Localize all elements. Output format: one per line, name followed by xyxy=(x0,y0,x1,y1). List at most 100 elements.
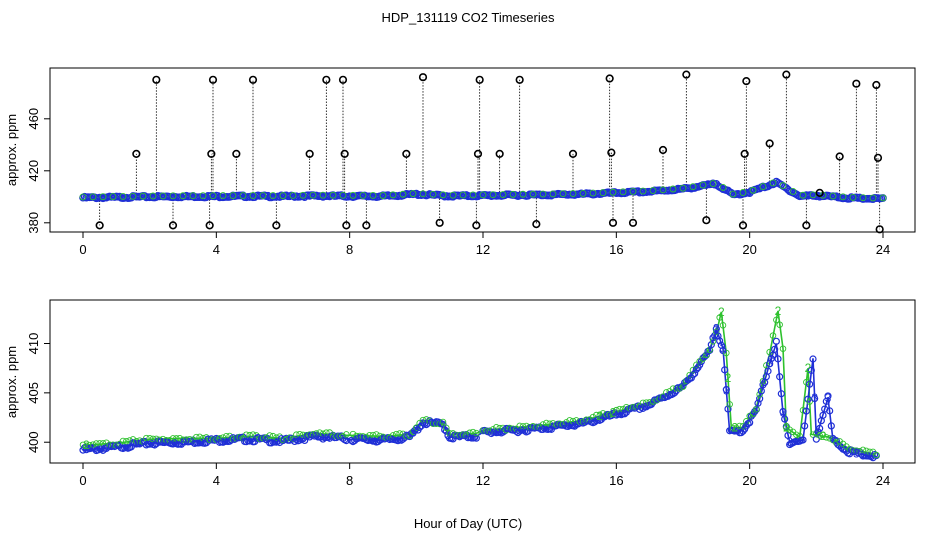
data-point-3 xyxy=(824,392,832,400)
data-point-3 xyxy=(777,390,785,398)
data-point-3 xyxy=(811,394,819,403)
data-point-3 xyxy=(472,434,480,442)
spike-point xyxy=(338,75,348,84)
data-point-3 xyxy=(774,355,782,363)
data-point-3 xyxy=(371,437,379,445)
data-point xyxy=(679,184,687,192)
data-point-2 xyxy=(419,416,427,424)
data-point-2 xyxy=(379,433,387,441)
data-point xyxy=(549,190,557,198)
data-point xyxy=(239,192,247,199)
spike-point xyxy=(702,216,711,225)
spike-point xyxy=(738,221,748,230)
data-point xyxy=(759,183,767,191)
data-point-2 xyxy=(853,447,860,455)
data-point xyxy=(179,192,187,200)
spike-point xyxy=(322,75,331,84)
data-point xyxy=(879,194,887,202)
data-point-2 xyxy=(263,434,270,441)
data-point-3 xyxy=(779,408,787,416)
data-point-2 xyxy=(169,435,177,442)
data-point-3 xyxy=(807,366,815,374)
data-point-2 xyxy=(873,451,880,459)
data-point-2 xyxy=(819,431,827,439)
data-point-2 xyxy=(823,434,830,441)
data-point xyxy=(189,192,197,200)
data-point xyxy=(259,192,267,200)
spike-point xyxy=(875,225,884,234)
series-marker-label-2: 2 xyxy=(83,438,90,452)
data-point xyxy=(547,191,556,200)
data-point xyxy=(329,191,337,199)
data-point-3 xyxy=(802,407,810,415)
data-point-2 xyxy=(396,430,403,437)
data-point-2 xyxy=(609,410,617,418)
data-point-3 xyxy=(636,405,644,413)
data-point-2 xyxy=(786,426,793,433)
spike-point xyxy=(742,76,751,86)
spike-point xyxy=(473,149,483,158)
data-point xyxy=(299,191,307,199)
spike-point xyxy=(568,149,578,158)
data-point xyxy=(289,192,297,199)
spike-point xyxy=(682,70,691,79)
data-point-2 xyxy=(293,431,300,438)
series-marker-label-2: 2 xyxy=(718,305,725,319)
top-panel-frame xyxy=(49,67,916,233)
data-point xyxy=(609,188,617,196)
data-point-2 xyxy=(273,434,280,441)
spike-point xyxy=(340,149,349,158)
series-marker-label-2: 2 xyxy=(805,361,812,375)
spike-point xyxy=(607,148,616,157)
data-point xyxy=(439,191,447,199)
data-point-2 xyxy=(759,377,767,385)
spike-point xyxy=(628,218,638,227)
spike-point xyxy=(835,152,844,161)
data-point xyxy=(149,192,157,200)
spike-point xyxy=(208,75,218,84)
x-tick-label: 12 xyxy=(476,473,490,488)
data-point xyxy=(379,192,387,199)
spike-point xyxy=(205,221,214,230)
data-point-2 xyxy=(769,332,777,339)
data-point xyxy=(689,183,697,191)
data-point-3 xyxy=(317,433,325,441)
x-tick-label: 4 xyxy=(213,242,220,257)
data-point-2 xyxy=(459,431,467,438)
data-point-2 xyxy=(373,431,380,438)
data-point-3 xyxy=(94,446,102,454)
data-point-3 xyxy=(692,365,700,374)
data-point-2 xyxy=(773,316,780,324)
data-point-2 xyxy=(123,437,130,445)
data-point-3 xyxy=(826,407,834,415)
data-point-3 xyxy=(767,355,775,363)
data-point-3 xyxy=(816,424,824,432)
series-marker-label-3: 3 xyxy=(853,446,860,460)
data-point xyxy=(199,192,207,200)
data-point xyxy=(639,187,647,195)
data-point xyxy=(349,191,357,199)
data-point xyxy=(399,190,407,198)
bottom-panel-y-axis: 400 405 410 xyxy=(26,333,51,453)
spike-point xyxy=(515,75,524,84)
data-point-3 xyxy=(292,435,300,444)
data-point xyxy=(589,189,597,197)
spike-point xyxy=(872,80,881,90)
series-marker-label-3: 3 xyxy=(786,435,793,449)
data-point xyxy=(749,186,757,194)
data-point-3 xyxy=(564,422,572,431)
top-panel-y-label: approx. ppm xyxy=(4,114,19,186)
data-point-3 xyxy=(722,386,730,394)
data-point xyxy=(859,194,867,202)
spike-point xyxy=(472,221,481,230)
spike-point xyxy=(342,221,351,230)
bottom-panel-y-label: approx. ppm xyxy=(4,346,19,418)
data-point-2 xyxy=(703,351,710,359)
spike-point xyxy=(95,221,104,230)
series-marker-label-3: 3 xyxy=(825,391,832,405)
data-point-3 xyxy=(819,411,827,419)
series-marker-label-2: 2 xyxy=(731,420,738,434)
data-point-3 xyxy=(576,419,584,427)
data-point xyxy=(649,187,657,195)
series-marker-label-2: 2 xyxy=(783,420,790,434)
